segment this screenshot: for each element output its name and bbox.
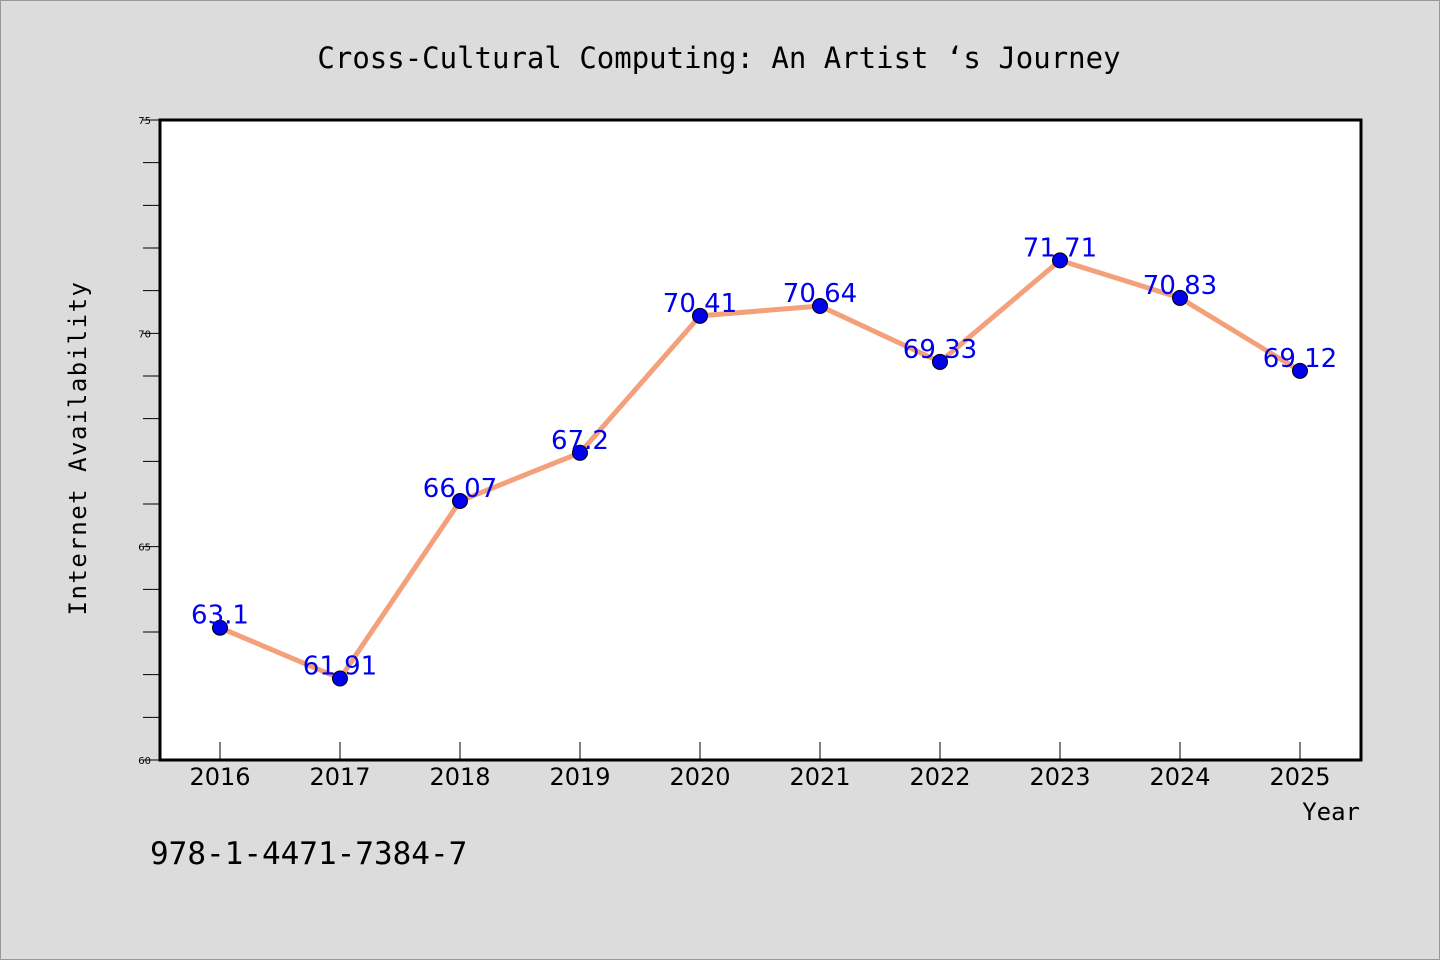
chart-title: Cross-Cultural Computing: An Artist ‘s J… [317, 41, 1120, 75]
x-tick-label: 2020 [669, 763, 730, 791]
series-markers [212, 252, 1308, 687]
data-label: 67.2 [551, 426, 609, 456]
x-tick-label: 2023 [1029, 763, 1090, 791]
data-label: 70.83 [1143, 271, 1217, 301]
data-label: 69.33 [903, 335, 977, 365]
x-tick-label: 2019 [549, 763, 610, 791]
x-axis: 2016 2017 2018 2019 2020 2021 2022 2023 2024 2025 [189, 742, 1331, 791]
x-tick-label: 2025 [1269, 763, 1330, 791]
data-label: 71.71 [1023, 233, 1097, 263]
x-tick-label: 2018 [429, 763, 490, 791]
data-point [1292, 362, 1308, 379]
data-label: 61.91 [303, 652, 377, 682]
data-point [1172, 289, 1188, 306]
data-point [812, 298, 828, 315]
isbn-text: 978-1-4471-7384-7 [150, 836, 467, 872]
x-tick-label: 2024 [1149, 763, 1210, 791]
y-tick-label: 75 [138, 116, 151, 127]
data-point [212, 619, 228, 636]
data-label: 70.41 [663, 289, 737, 319]
y-tick-label: 70 [138, 329, 151, 340]
x-tick-label: 2016 [189, 763, 250, 791]
data-point [932, 353, 948, 370]
x-tick-label: 2017 [309, 763, 370, 791]
data-label: 70.64 [783, 279, 857, 309]
y-tick-label: 65 [138, 543, 151, 554]
data-labels: 63.1 61.91 66.07 67.2 70.41 70.64 69.33 71.71 70… [191, 233, 1337, 681]
data-label: 63.1 [191, 601, 249, 631]
series-line [219, 257, 1302, 682]
y-axis: 60 65 70 75 [138, 116, 160, 767]
y-axis-label: Internet Availability [64, 281, 92, 616]
x-axis-label: Year [1302, 798, 1360, 826]
x-tick-label: 2022 [909, 763, 970, 791]
y-tick-label: 60 [138, 756, 151, 767]
data-label: 66.07 [423, 474, 497, 504]
data-point [572, 444, 588, 461]
data-point [332, 670, 348, 687]
data-point [452, 493, 468, 510]
plot-area [158, 118, 1363, 762]
x-tick-label: 2021 [789, 763, 850, 791]
data-label: 69.12 [1263, 344, 1337, 374]
data-point [692, 307, 708, 324]
data-point [1052, 252, 1068, 269]
